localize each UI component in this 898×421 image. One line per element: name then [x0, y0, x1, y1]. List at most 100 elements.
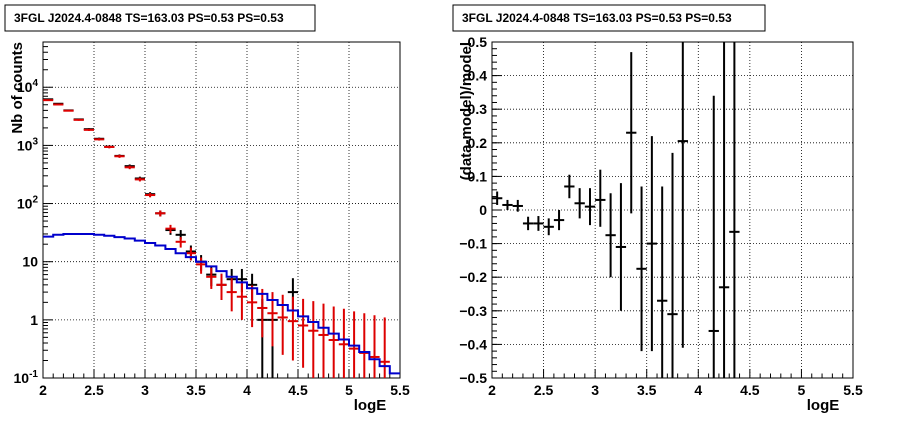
model-point: [124, 165, 135, 170]
model-point: [267, 292, 278, 347]
residual-point: [595, 169, 606, 227]
residual-point: [708, 95, 719, 378]
model-point: [73, 118, 84, 121]
x-tick-label: 5.5: [390, 382, 410, 398]
x-tick-label: 3.5: [637, 382, 657, 398]
x-tick-label: 3: [591, 382, 599, 398]
y-tick-label: −0.3: [459, 303, 487, 319]
residual-point: [677, 42, 688, 348]
chart-title-box: [4, 4, 316, 32]
model-point: [175, 237, 186, 248]
residual-point: [492, 191, 503, 205]
model-point: [94, 138, 105, 141]
x-tick-label: 4: [694, 382, 702, 398]
model-point: [196, 257, 207, 274]
model-point: [369, 315, 380, 378]
model-point: [379, 317, 390, 378]
residual-point: [718, 42, 730, 378]
residual-point: [584, 188, 596, 226]
x-tick-label: 4.5: [740, 382, 760, 398]
y-tick-label: 0: [479, 202, 487, 218]
model-point: [83, 128, 94, 131]
x-tick-label: 5: [798, 382, 806, 398]
model-point: [43, 99, 54, 102]
model-point: [236, 281, 247, 320]
model-point: [277, 294, 288, 355]
residual-point: [553, 210, 565, 231]
residual-point: [636, 186, 647, 352]
model-point: [308, 301, 319, 378]
y-tick-label: 102: [17, 195, 39, 212]
model-point: [318, 303, 329, 378]
model-histogram-line: [43, 232, 400, 375]
residual-point: [502, 199, 513, 210]
model-point: [226, 278, 237, 312]
y-tick-label: 0.5: [468, 34, 488, 50]
y-tick-label: 104: [17, 78, 39, 95]
y-tick-label: 0.1: [468, 168, 488, 184]
y-tick-label: −0.2: [459, 269, 487, 285]
model-point: [247, 285, 258, 328]
chart-title: 3FGL J2024.4-0848 TS=163.03 PS=0.53 PS=0…: [462, 11, 732, 25]
x-tick-label: 2: [39, 382, 47, 398]
x-tick-label: 4.5: [288, 382, 308, 398]
model-point: [328, 306, 339, 378]
x-tick-label: 2.5: [84, 382, 104, 398]
residual-point: [605, 193, 616, 278]
model-point: [185, 247, 196, 261]
y-tick-label: 0.3: [468, 101, 488, 117]
model-point: [134, 177, 145, 182]
model-point: [287, 296, 298, 361]
y-tick-label: −0.5: [459, 370, 487, 386]
x-axis-label: logE: [354, 397, 387, 414]
plot-area: [43, 98, 400, 378]
residual-point: [533, 216, 544, 231]
model-point: [298, 298, 309, 368]
model-point: [53, 103, 64, 106]
chart-panel-1: 3FGL J2024.4-0848 TS=163.03 PS=0.53 PS=0…: [4, 4, 410, 414]
residual-point: [667, 152, 678, 378]
x-tick-label: 4: [243, 382, 251, 398]
x-tick-label: 5.5: [843, 382, 863, 398]
x-tick-label: 2.5: [534, 382, 554, 398]
residual-point: [543, 218, 554, 236]
model-point: [257, 288, 268, 338]
residual-point: [522, 216, 534, 231]
model-point: [165, 224, 176, 234]
residual-point: [729, 42, 740, 378]
y-axis-label: Nb of counts: [9, 42, 26, 134]
residual-point: [646, 136, 658, 352]
plot-area: [492, 42, 740, 378]
y-tick-label: 10: [22, 254, 38, 270]
residual-point: [615, 183, 627, 311]
model-point: [155, 210, 166, 217]
model-point: [114, 154, 125, 158]
model-point: [359, 313, 370, 378]
y-tick-label: 1: [30, 312, 38, 328]
y-tick-label: 0.2: [468, 135, 488, 151]
x-axis-label: logE: [807, 397, 840, 414]
residual-point: [564, 174, 575, 199]
model-point: [63, 109, 74, 112]
y-tick-label: −0.1: [459, 236, 487, 252]
y-tick-label: −0.4: [459, 336, 487, 352]
residual-point: [574, 188, 585, 219]
residual-point: [512, 199, 523, 212]
y-tick-label: 10-1: [14, 369, 39, 386]
x-tick-label: 2: [488, 382, 496, 398]
chart-title-box: [452, 4, 766, 32]
plot-frame: [42, 41, 401, 379]
model-point: [104, 145, 115, 149]
residual-point: [657, 186, 668, 378]
x-tick-label: 3.5: [186, 382, 206, 398]
x-tick-label: 5: [345, 382, 353, 398]
y-axis-label: (data-model)/model: [458, 42, 475, 180]
model-point: [216, 273, 227, 300]
y-tick-label: 103: [17, 136, 39, 153]
chart-title: 3FGL J2024.4-0848 TS=163.03 PS=0.53 PS=0…: [14, 11, 284, 25]
model-point: [338, 308, 349, 378]
chart-panel-2: 3FGL J2024.4-0848 TS=163.03 PS=0.53 PS=0…: [452, 4, 863, 414]
x-tick-label: 3: [141, 382, 149, 398]
model-point: [145, 192, 156, 198]
